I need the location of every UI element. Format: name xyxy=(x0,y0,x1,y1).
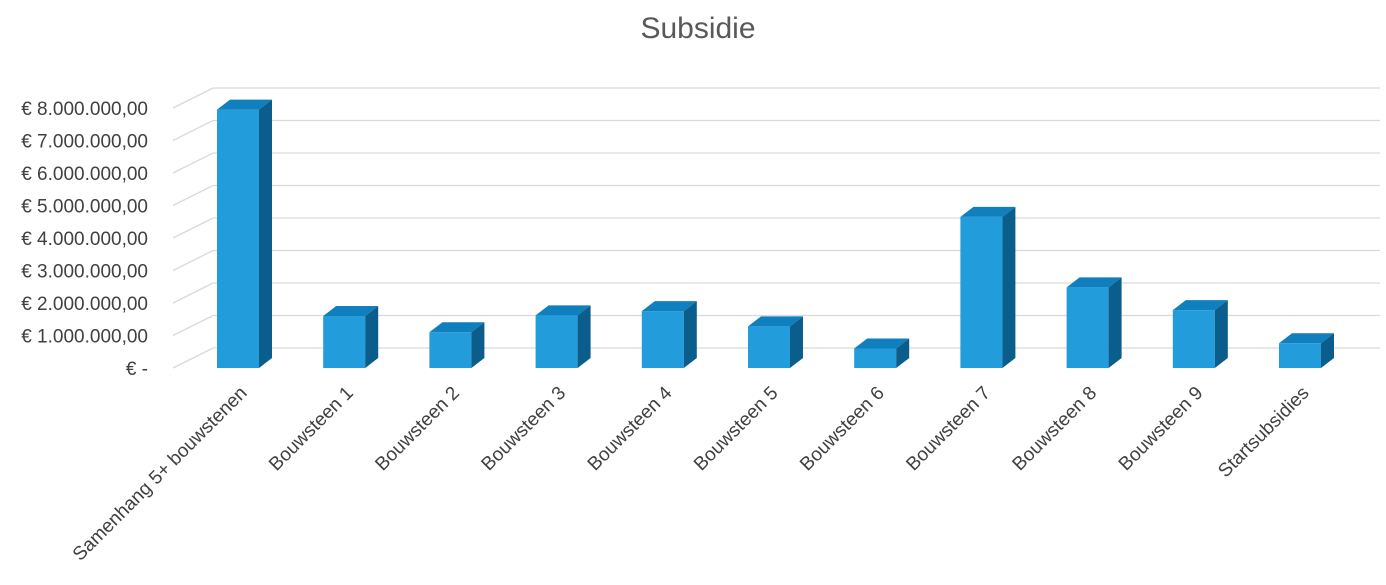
bar xyxy=(960,206,1016,368)
y-axis-tick-labels: € - € 1.000.000,00 € 2.000.000,00 € 3.000.0… xyxy=(21,99,148,380)
y-tick-label: € 6.000.000,00 xyxy=(21,164,148,185)
x-tick-label: Bouwsteen 5 xyxy=(690,383,783,476)
bar-top xyxy=(960,206,1016,217)
bar xyxy=(429,322,485,368)
bar xyxy=(217,99,272,368)
y-tick-label: € 4.000.000,00 xyxy=(21,229,148,250)
x-tick-label: Bouwsteen 1 xyxy=(265,383,358,476)
bar-front xyxy=(1066,287,1109,368)
x-axis-tick-labels: Samenhang 5+ bouwstenen Bouwsteen 1 Bouwst… xyxy=(69,382,1314,565)
bar-top xyxy=(641,301,697,312)
bar xyxy=(1172,300,1228,368)
x-tick-label: Bouwsteen 6 xyxy=(796,383,889,476)
x-tick-label: Bouwsteen 7 xyxy=(902,383,995,476)
bar-top xyxy=(429,322,485,333)
bar xyxy=(641,301,697,368)
y-tick-label: € 7.000.000,00 xyxy=(21,132,148,153)
y-tick-label: € 3.000.000,00 xyxy=(21,262,148,283)
y-tick-label: € 8.000.000,00 xyxy=(21,99,148,120)
bar xyxy=(323,306,379,368)
bar-side xyxy=(1321,333,1334,368)
gridline xyxy=(172,152,1380,174)
bar-front xyxy=(960,216,1003,368)
x-tick-label: Bouwsteen 8 xyxy=(1009,383,1102,476)
bar-front xyxy=(323,316,366,368)
bar-top xyxy=(323,306,379,316)
gridline xyxy=(172,119,1380,142)
bar-top xyxy=(1279,333,1334,344)
bar-top xyxy=(535,305,591,316)
x-tick-label: Samenhang 5+ bouwstenen xyxy=(69,383,252,566)
bars xyxy=(217,99,1334,368)
bar-front xyxy=(641,311,684,368)
bar xyxy=(1066,277,1122,368)
bar-side xyxy=(1002,206,1016,368)
bar-side xyxy=(471,322,485,368)
bar-side xyxy=(790,316,803,368)
y-tick-label: € 1.000.000,00 xyxy=(21,327,148,348)
bar-top xyxy=(854,338,910,349)
bar xyxy=(854,338,910,368)
bar-top xyxy=(748,316,803,327)
gridlines xyxy=(172,87,1380,369)
x-tick-label: Bouwsteen 3 xyxy=(478,383,571,476)
bar-side xyxy=(577,305,591,368)
x-tick-label: Bouwsteen 4 xyxy=(584,382,677,475)
y-tick-label: € - xyxy=(126,359,148,380)
gridline xyxy=(172,249,1380,272)
y-tick-label: € 2.000.000,00 xyxy=(21,294,148,315)
bar-front xyxy=(217,109,259,368)
bar-top xyxy=(1172,300,1228,311)
bar-side xyxy=(365,306,379,368)
bar-side xyxy=(259,99,272,368)
bar xyxy=(535,305,591,368)
gridline xyxy=(172,87,1380,109)
y-tick-label: € 5.000.000,00 xyxy=(21,197,148,218)
bar-front xyxy=(429,332,472,368)
bar-front xyxy=(854,348,897,368)
bar-side xyxy=(1108,277,1122,368)
gridline xyxy=(172,282,1380,304)
x-tick-label: Bouwsteen 9 xyxy=(1115,383,1208,476)
x-tick-label: Startsubsidies xyxy=(1214,383,1313,482)
bar xyxy=(1279,333,1334,368)
bar xyxy=(748,316,803,368)
x-tick-label: Bouwsteen 2 xyxy=(371,383,464,476)
bar-front xyxy=(1172,310,1215,368)
bar-front xyxy=(535,315,578,368)
bar-top xyxy=(1066,277,1122,288)
bar-side xyxy=(683,301,697,368)
bar-top xyxy=(217,99,272,110)
bar-front xyxy=(1279,343,1321,368)
gridline xyxy=(172,184,1380,207)
chart-title: Subsidie xyxy=(640,12,755,45)
bar-side xyxy=(1214,300,1228,368)
bar-side xyxy=(896,338,910,368)
bar-front xyxy=(748,326,790,368)
gridline xyxy=(172,217,1380,239)
